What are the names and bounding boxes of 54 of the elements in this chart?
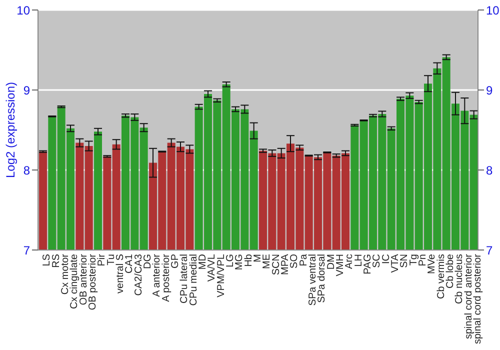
y-tick-label: 7 — [23, 243, 30, 258]
y2-tick-label: 10 — [486, 3, 500, 18]
x-tick-label: SC — [372, 254, 383, 268]
x-tick-label: CPu lateral — [179, 254, 190, 304]
x-tick-label: VMH — [335, 254, 346, 276]
x-tick-label: Pn — [418, 254, 429, 266]
x-tick-label: LG — [225, 254, 236, 268]
y2-tick-label: 9 — [486, 83, 493, 98]
x-tick-label: VTA — [390, 254, 402, 273]
x-tick-label: Cb lobe — [445, 254, 456, 288]
x-tick-label: ME — [262, 254, 273, 269]
y-tick-label: 8 — [23, 163, 30, 178]
x-tick-label: A anterior — [152, 253, 163, 297]
x-tick-label: VPM/VPL — [216, 254, 227, 298]
x-tick-label: spinal cord posterior — [472, 253, 484, 344]
x-tick-label: Tg — [408, 254, 420, 266]
x-tick-label: Cx cingulate — [69, 254, 80, 310]
x-tick-label: Cb nucleus — [454, 254, 466, 304]
x-tick-label: LH — [353, 254, 364, 267]
x-tick-label: SCN — [270, 254, 282, 276]
x-tick-label: LS — [42, 254, 53, 266]
x-tick-label: Pir — [96, 253, 108, 266]
x-tick-label: DM — [326, 254, 337, 270]
x-tick-label: Pa — [298, 254, 310, 266]
x-tick-label: MVe — [426, 254, 438, 274]
x-tick-label: VA/VL — [206, 254, 218, 282]
y-tick-label: 9 — [23, 83, 30, 98]
y2-tick-label: 7 — [486, 243, 493, 258]
y2-tick-label: 8 — [486, 163, 493, 178]
y-axis-title: Log2 (expression) — [3, 82, 18, 178]
x-tick-label: GP — [170, 254, 182, 268]
x-tick-label: DG — [142, 254, 154, 269]
x-tick-label: OB posterior — [88, 253, 99, 310]
x-tick-label: Cb vermis — [436, 254, 447, 300]
x-tick-label: SN — [399, 254, 410, 268]
y-tick-label: 10 — [16, 3, 30, 18]
x-tick-label: SPa dorsal — [316, 254, 328, 303]
x-tick-label: CA1 — [124, 254, 136, 274]
x-tick-label: MPA — [280, 254, 292, 275]
x-tick-label: CPu medial — [188, 254, 200, 306]
x-tick-label: Arc — [344, 254, 356, 269]
x-tick-label: RS — [50, 254, 62, 268]
x-tick-label: SO — [289, 254, 300, 268]
x-tick-label: A posterior — [160, 253, 172, 302]
x-tick-label: OB anterior — [78, 253, 90, 306]
x-tick-label: Tu — [106, 254, 117, 266]
x-tick-label: spinal cord anterior — [463, 253, 474, 340]
x-tick-label: Hb — [243, 254, 254, 267]
x-tick-label: CA2/CA3 — [133, 254, 144, 296]
x-tick-label: ventral S — [115, 254, 126, 294]
x-tick-label: IC — [380, 254, 392, 264]
x-tick-label: MG — [234, 254, 246, 270]
x-tick-label: M — [252, 254, 264, 262]
x-tick-label: PAG — [362, 254, 374, 274]
